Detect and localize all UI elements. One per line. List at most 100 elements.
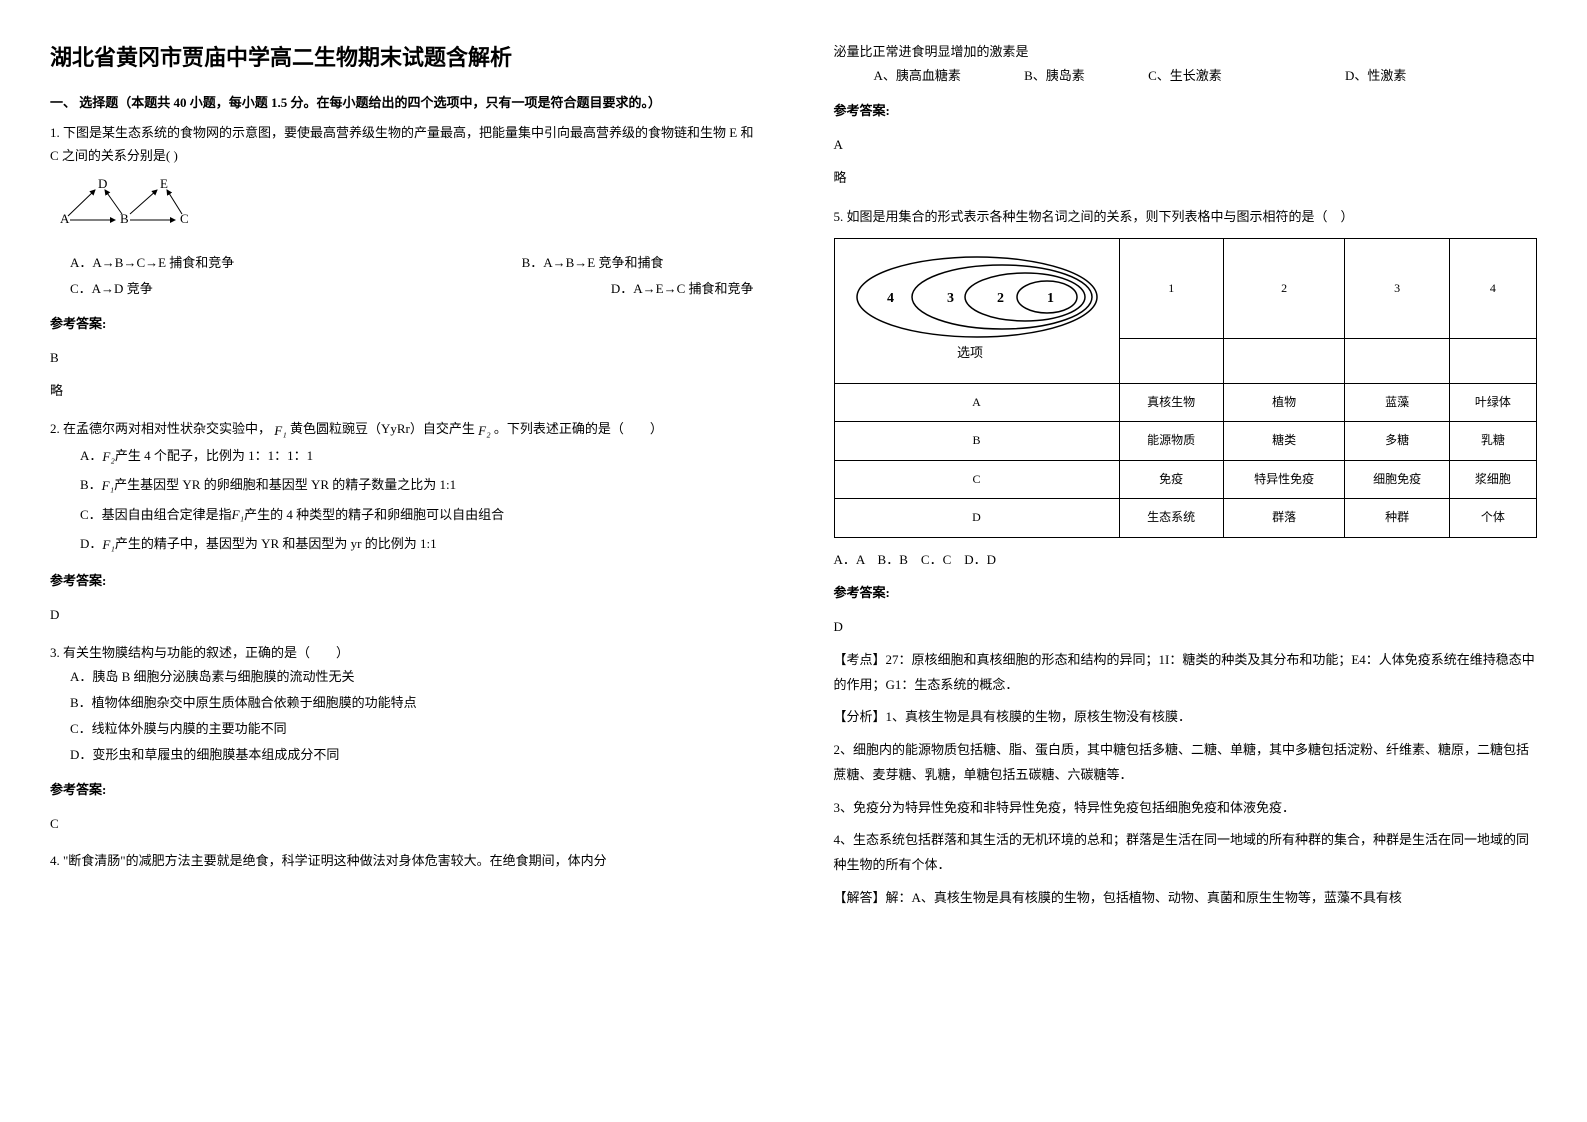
th-1: 1 <box>1119 238 1223 338</box>
f1-d: F₁ <box>102 531 114 560</box>
q1-optB: B．A→B→E 竞争和捕食 <box>522 250 664 276</box>
row-A-c2: 植物 <box>1223 383 1345 422</box>
table-row: D 生态系统 群落 种群 个体 <box>834 499 1537 538</box>
q2-stem-prefix: 2. 在孟德尔两对相对性状杂交实验中， <box>50 421 271 436</box>
q2-answer: D <box>50 603 754 626</box>
q4-optB: B、胰岛素 <box>1024 63 1085 89</box>
q5-jieda: 【解答】解：A、真核生物是具有核膜的生物，包括植物、动物、真菌和原生生物等，蓝藻… <box>834 886 1538 911</box>
question-3: 3. 有关生物膜结构与功能的叙述，正确的是（ ） A．胰岛 B 细胞分泌胰岛素与… <box>50 641 754 835</box>
svg-text:2: 2 <box>997 291 1004 306</box>
svg-text:选项: 选项 <box>957 345 983 360</box>
q2-optD: D．F₁产生的精子中，基因型为 YR 和基因型为 yr 的比例为 1:1 <box>80 530 754 559</box>
row-C-c2: 特异性免疫 <box>1223 460 1345 499</box>
q2-optB-prefix: B． <box>80 477 102 492</box>
q4-optD: D、性激素 <box>1345 63 1406 89</box>
f1-symbol: F₁ <box>274 419 286 442</box>
q3-stem: 3. 有关生物膜结构与功能的叙述，正确的是（ ） <box>50 641 754 664</box>
question-1: 1. 下图是某生态系统的食物网的示意图，要使最高营养级生物的产量最高，把能量集中… <box>50 121 754 402</box>
q2-optA-prefix: A． <box>80 448 102 463</box>
q4-explain: 略 <box>834 166 1538 189</box>
section-heading: 一、 选择题（本题共 40 小题，每小题 1.5 分。在每小题给出的四个选项中，… <box>50 92 754 111</box>
q1-optC: C．A→D 竞争 <box>70 276 153 302</box>
page-title: 湖北省黄冈市贾庙中学高二生物期末试题含解析 <box>50 40 754 72</box>
svg-text:E: E <box>160 178 168 191</box>
th-3: 3 <box>1345 238 1449 338</box>
row-B-c2: 糖类 <box>1223 422 1345 461</box>
f1-c: F₁ <box>232 501 244 530</box>
q3-optC: C．线粒体外膜与内膜的主要功能不同 <box>70 716 754 742</box>
q4-optC: C、生长激素 <box>1148 63 1222 89</box>
q1-stem: 1. 下图是某生态系统的食物网的示意图，要使最高营养级生物的产量最高，把能量集中… <box>50 121 754 168</box>
q2-stem-mid: 黄色圆粒豌豆（YyRr）自交产生 <box>290 421 475 436</box>
q5-fenxi1: 【分析】1、真核生物是具有核膜的生物，原核生物没有核膜． <box>834 705 1538 730</box>
answer-label: 参考答案: <box>50 312 754 335</box>
row-A-c3: 蓝藻 <box>1345 383 1449 422</box>
row-D-c2: 群落 <box>1223 499 1345 538</box>
row-A-c4: 叶绿体 <box>1449 383 1536 422</box>
row-A-c1: 真核生物 <box>1119 383 1223 422</box>
svg-text:3: 3 <box>947 291 954 306</box>
q5-fenxi3: 3、免疫分为特异性免疫和非特异性免疫，特异性免疫包括细胞免疫和体液免疫． <box>834 796 1538 821</box>
question-2: 2. 在孟德尔两对相对性状杂交实验中， F₁ 黄色圆粒豌豆（YyRr）自交产生 … <box>50 417 754 626</box>
th-4: 4 <box>1449 238 1536 338</box>
q5-answer: D <box>834 615 1538 638</box>
row-D-c3: 种群 <box>1345 499 1449 538</box>
row-B-c4: 乳糖 <box>1449 422 1536 461</box>
q1-explain: 略 <box>50 379 754 402</box>
q3-optB: B．植物体细胞杂交中原生质体融合依赖于细胞膜的功能特点 <box>70 690 754 716</box>
q2-optC: C．基因自由组合定律是指F₁产生的 4 种类型的精子和卵细胞可以自由组合 <box>80 501 754 530</box>
table-row: B 能源物质 糖类 多糖 乳糖 <box>834 422 1537 461</box>
answer-label-4: 参考答案: <box>834 99 1538 122</box>
q5-fenxi2: 2、细胞内的能源物质包括糖、脂、蛋白质，其中糖包括多糖、二糖、单糖，其中多糖包括… <box>834 738 1538 787</box>
venn-diagram-cell: 4 3 2 1 选项 <box>834 238 1119 383</box>
q2-optD-prefix: D． <box>80 536 102 551</box>
th-2: 2 <box>1223 238 1345 338</box>
q2-stem-suffix: 。下列表述正确的是（ ） <box>494 421 663 436</box>
row-D-c1: 生态系统 <box>1119 499 1223 538</box>
q3-optD: D．变形虫和草履虫的细胞膜基本组成成分不同 <box>70 742 754 768</box>
f1-b: F₁ <box>102 472 114 501</box>
f2-a: F₂ <box>102 443 114 472</box>
q1-diagram: A B C D E <box>60 178 754 240</box>
table-row: C 免疫 特异性免疫 细胞免疫 浆细胞 <box>834 460 1537 499</box>
q2-optB-text: 产生基因型 YR 的卵细胞和基因型 YR 的精子数量之比为 1:1 <box>114 477 456 492</box>
q2-optA: A．F₂产生 4 个配子，比例为 1：1：1：1 <box>80 442 754 471</box>
row-C-c1: 免疫 <box>1119 460 1223 499</box>
answer-label-5: 参考答案: <box>834 581 1538 604</box>
answer-label-2: 参考答案: <box>50 569 754 592</box>
q1-optA: A．A→B→C→E 捕食和竞争 <box>70 250 234 276</box>
row-C-c4: 浆细胞 <box>1449 460 1536 499</box>
row-C-c3: 细胞免疫 <box>1345 460 1449 499</box>
row-B-opt: B <box>834 422 1119 461</box>
svg-text:1: 1 <box>1047 291 1054 306</box>
q2-optA-text: 产生 4 个配子，比例为 1：1：1：1 <box>115 448 313 463</box>
q4-answer: A <box>834 133 1538 156</box>
q4-stem-2: 泌量比正常进食明显增加的激素是 <box>834 40 1538 63</box>
q3-answer: C <box>50 812 754 835</box>
table-row: A 真核生物 植物 蓝藻 叶绿体 <box>834 383 1537 422</box>
q5-stem: 5. 如图是用集合的形式表示各种生物名词之间的关系，则下列表格中与图示相符的是（… <box>834 205 1538 228</box>
row-B-c1: 能源物质 <box>1119 422 1223 461</box>
row-C-opt: C <box>834 460 1119 499</box>
row-D-opt: D <box>834 499 1119 538</box>
q5-fenxi4: 4、生态系统包括群落和其生活的无机环境的总和；群落是生活在同一地域的所有种群的集… <box>834 828 1538 877</box>
row-B-c3: 多糖 <box>1345 422 1449 461</box>
svg-text:D: D <box>98 178 107 191</box>
q5-kaodian: 【考点】27：原核细胞和真核细胞的形态和结构的异同；1I：糖类的种类及其分布和功… <box>834 648 1538 697</box>
row-A-opt: A <box>834 383 1119 422</box>
venn-diagram: 4 3 2 1 选项 <box>847 247 1107 367</box>
q2-optC-prefix: C．基因自由组合定律是指 <box>80 507 232 522</box>
answer-label-3: 参考答案: <box>50 778 754 801</box>
question-5: 5. 如图是用集合的形式表示各种生物名词之间的关系，则下列表格中与图示相符的是（… <box>834 205 1538 911</box>
svg-text:A: A <box>60 211 70 226</box>
q5-table: 4 3 2 1 选项 1 2 3 4 A <box>834 238 1538 538</box>
q2-optB: B．F₁产生基因型 YR 的卵细胞和基因型 YR 的精子数量之比为 1:1 <box>80 471 754 500</box>
q2-optD-text: 产生的精子中，基因型为 YR 和基因型为 yr 的比例为 1:1 <box>115 536 437 551</box>
q4-optA: A、胰高血糖素 <box>874 63 961 89</box>
q5-options-flat: A．A B．B C．C D．D <box>834 548 1538 571</box>
row-D-c4: 个体 <box>1449 499 1536 538</box>
q3-optA: A．胰岛 B 细胞分泌胰岛素与细胞膜的流动性无关 <box>70 664 754 690</box>
q1-optD: D．A→E→C 捕食和竞争 <box>611 276 754 302</box>
f2-symbol: F₂ <box>478 419 490 442</box>
q4-stem-1: 4. "断食清肠"的减肥方法主要就是绝食，科学证明这种做法对身体危害较大。在绝食… <box>50 850 754 869</box>
